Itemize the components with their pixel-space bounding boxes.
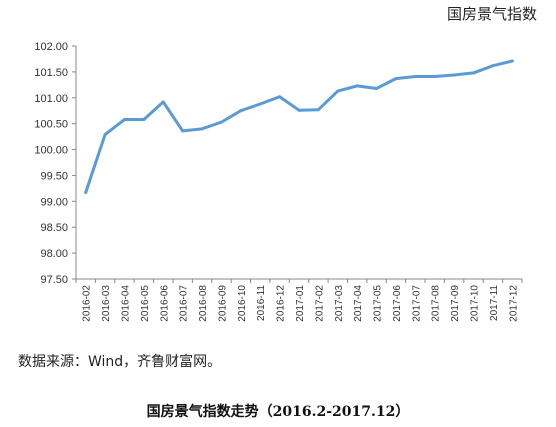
data-point	[122, 118, 126, 122]
y-tick-label: 100.50	[34, 119, 68, 131]
source-note: 数据来源：Wind，齐鲁财富网。	[18, 354, 222, 370]
x-tick-label: 2017-11	[489, 285, 500, 321]
y-tick-label: 99.50	[40, 170, 68, 182]
data-point	[336, 89, 340, 93]
x-tick-label: 2016-03	[101, 285, 112, 322]
x-tick-label: 2016-08	[198, 285, 209, 322]
chart-caption: 国房景气指数走势（2016.2-2017.12）	[146, 404, 410, 420]
data-point	[413, 75, 417, 79]
y-tick-label: 102.00	[34, 41, 68, 53]
y-tick-label: 98.00	[40, 248, 68, 260]
data-point	[103, 133, 107, 137]
data-point	[472, 71, 476, 75]
y-axis: 97.50 98.00 98.50 99.00 99.50 100.00 100.50 101…	[34, 41, 77, 286]
x-tick-label: 2017-01	[295, 285, 306, 322]
legend-label: 国房景气指数	[447, 5, 537, 23]
data-point	[452, 73, 456, 77]
data-point	[239, 109, 243, 113]
series-line	[84, 59, 514, 195]
data-point	[316, 108, 320, 112]
data-point	[219, 120, 223, 124]
x-tick-label: 2016-06	[159, 285, 170, 322]
x-tick-label: 2017-06	[392, 285, 403, 322]
data-point	[510, 59, 514, 63]
x-axis: 2016-02 2016-03 2016-04 2016-05 2016-06 2016-…	[75, 278, 523, 322]
y-tick-label: 97.50	[40, 274, 68, 286]
data-point	[433, 75, 437, 79]
data-point	[181, 129, 185, 133]
x-tick-label: 2017-04	[353, 285, 364, 322]
plot-area	[84, 59, 514, 195]
x-tick-label: 2016-09	[217, 285, 228, 322]
x-tick-label: 2017-03	[334, 285, 345, 322]
data-point	[161, 100, 165, 104]
y-tick-label: 101.00	[34, 93, 68, 105]
data-point	[375, 86, 379, 90]
x-tick-label: 2017-07	[411, 285, 422, 322]
x-tick-label: 2016-02	[82, 285, 93, 322]
x-tick-label: 2016-04	[120, 285, 131, 322]
x-tick-label: 2016-05	[140, 285, 151, 322]
legend: 国房景气指数	[447, 5, 537, 23]
y-tick-label: 99.00	[40, 196, 68, 208]
y-tick-label: 101.50	[34, 67, 68, 79]
x-tick-label: 2017-05	[373, 285, 384, 322]
data-point	[258, 102, 262, 106]
x-tick-label: 2016-10	[237, 285, 248, 322]
data-point	[355, 84, 359, 88]
x-tick-label: 2017-08	[431, 285, 442, 322]
x-tick-label: 2017-10	[470, 285, 481, 322]
x-tick-label: 2016-12	[276, 285, 287, 322]
x-tick-label: 2016-11	[256, 285, 267, 321]
data-point	[297, 108, 301, 112]
data-point	[491, 64, 495, 68]
x-tick-label: 2017-09	[450, 285, 461, 322]
y-tick-label: 100.00	[34, 145, 68, 157]
y-tick-label: 98.50	[40, 222, 68, 234]
data-point	[84, 191, 88, 195]
data-point	[200, 127, 204, 131]
x-tick-label: 2017-12	[508, 285, 519, 322]
x-tick-label: 2017-02	[314, 285, 325, 322]
x-tick-label: 2016-07	[179, 285, 190, 322]
data-point	[394, 77, 398, 81]
data-point	[142, 118, 146, 122]
data-point	[278, 95, 282, 99]
